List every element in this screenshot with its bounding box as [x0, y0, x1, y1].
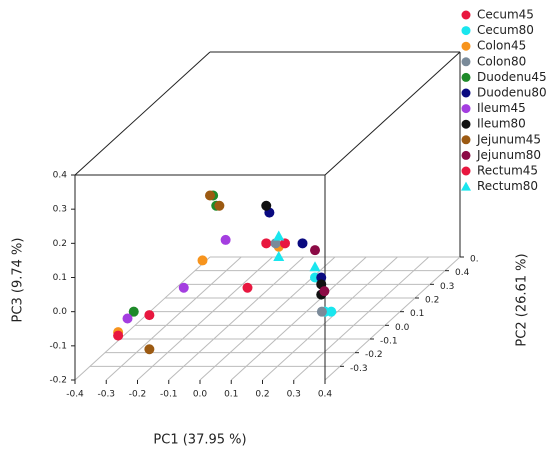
point [220, 234, 231, 245]
x-tick-label: -0.1 [160, 390, 178, 400]
legend-label: Rectum80 [477, 179, 538, 193]
y-tick-label: 0. [470, 255, 479, 265]
y-tick-label: -0.2 [365, 350, 383, 360]
grid-line [230, 256, 367, 381]
y-axis-title: PC2 (26.61 %) [515, 253, 530, 346]
point [270, 238, 281, 249]
point [310, 245, 320, 256]
grid-line [324, 256, 461, 381]
x-tick-label: 0.2 [255, 390, 269, 400]
legend-label: Cecum45 [477, 8, 534, 22]
legend-label: Colon80 [477, 54, 526, 68]
point [261, 238, 272, 249]
legend-label: Jejunum45 [476, 132, 541, 146]
legend-label: Rectum45 [477, 164, 538, 178]
y-tick-label: 0.3 [440, 282, 454, 292]
point [273, 251, 285, 261]
grid-line [262, 256, 398, 381]
point [280, 238, 290, 249]
point [319, 286, 330, 297]
x-tick-label: 0.1 [224, 390, 238, 400]
x-tick-label: -0.4 [66, 390, 84, 400]
legend-label: Jejunum80 [476, 148, 541, 162]
point [197, 255, 208, 266]
legend-marker [461, 166, 471, 176]
legend-marker [461, 119, 471, 129]
x-tick-label: -0.2 [129, 390, 147, 400]
x-tick-label: -0.3 [97, 390, 115, 400]
point [178, 282, 189, 293]
point [316, 272, 327, 283]
point [273, 230, 285, 241]
point [122, 313, 133, 324]
point [309, 261, 321, 272]
legend-label: Duodenu45 [477, 70, 547, 84]
point [144, 310, 155, 321]
legend-label: Ileum80 [477, 117, 526, 131]
grid-line [293, 256, 430, 381]
legend-marker [461, 72, 471, 82]
box-edge [324, 51, 461, 176]
legend-marker [461, 10, 471, 20]
legend-marker [461, 150, 471, 160]
x-tick-label: 0.3 [287, 390, 301, 400]
point [113, 330, 124, 341]
y-tick-label: -0.3 [350, 364, 368, 374]
z-tick-label: 0.1 [53, 273, 67, 283]
point [205, 190, 215, 201]
grid-line [105, 256, 242, 381]
point [242, 282, 253, 293]
legend-label: Cecum80 [477, 23, 534, 37]
y-tick-label: 0.1 [410, 309, 424, 319]
y-tick-label: 0.0 [395, 323, 410, 333]
legend-marker [461, 26, 471, 36]
z-axis-title: PC3 (9.74 %) [11, 238, 26, 323]
legend-marker [461, 88, 471, 98]
z-tick-label: -0.1 [49, 341, 67, 351]
point [128, 306, 139, 317]
y-tick-label: 0.4 [455, 268, 470, 278]
z-tick-label: -0.2 [49, 376, 67, 386]
z-tick-label: 0.4 [53, 171, 68, 181]
legend-marker [461, 135, 471, 145]
legend-marker [461, 57, 471, 67]
y-tick-label: 0.2 [425, 296, 439, 306]
legend-marker [461, 181, 471, 191]
x-axis-title: PC1 (37.95 %) [153, 433, 246, 448]
legend-label: Ileum45 [477, 101, 526, 115]
legend-marker [461, 41, 471, 51]
grid-line [74, 256, 211, 381]
x-tick-label: 0.4 [318, 390, 333, 400]
grid-line [137, 256, 273, 381]
x-tick-label: 0.0 [193, 390, 208, 400]
point [144, 344, 155, 355]
z-tick-label: 0.2 [53, 239, 67, 249]
y-tick-label: -0.1 [380, 337, 398, 347]
z-tick-label: 0.3 [53, 205, 67, 215]
legend-label: Colon45 [477, 39, 526, 53]
z-tick-label: 0.0 [53, 307, 68, 317]
point [261, 200, 272, 211]
point [297, 238, 308, 249]
point [316, 306, 327, 317]
grid-line [168, 256, 305, 381]
legend-marker [461, 104, 471, 114]
point [214, 200, 225, 211]
box-edge [74, 51, 211, 176]
legend-label: Duodenu80 [477, 86, 547, 100]
